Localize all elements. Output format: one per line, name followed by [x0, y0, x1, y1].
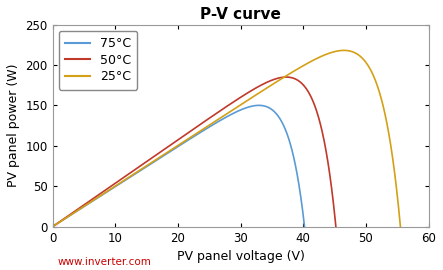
Title: P-V curve: P-V curve: [200, 7, 281, 22]
X-axis label: PV panel voltage (V): PV panel voltage (V): [177, 250, 304, 263]
Text: www.inverter.com: www.inverter.com: [58, 257, 152, 267]
Legend: 75°C, 50°C, 25°C: 75°C, 50°C, 25°C: [59, 31, 137, 90]
Y-axis label: PV panel power (W): PV panel power (W): [7, 64, 20, 187]
